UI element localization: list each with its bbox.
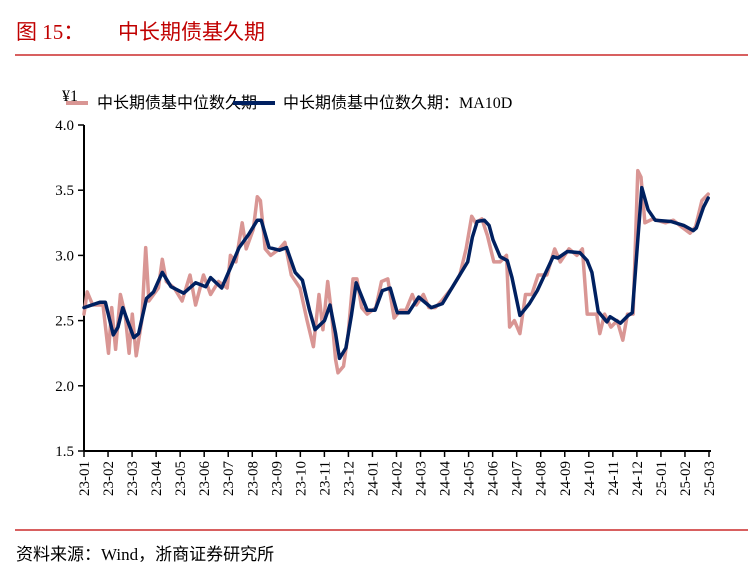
- y-tick-label: 2.5: [55, 314, 74, 330]
- x-tick-label: 24-01: [365, 461, 381, 496]
- x-tick-label: 25-01: [654, 461, 670, 496]
- x-tick-label: 24-09: [558, 461, 574, 496]
- x-tick-label: 24-07: [510, 461, 526, 496]
- x-tick-label: 24-10: [582, 461, 598, 496]
- axes: 4.0 3.5 3.0 2.5 2.0 1.523-01 23-02 23-03 23-04 23…: [55, 118, 718, 496]
- y-tick-label: 3.0: [55, 248, 74, 264]
- x-tick-label: 23-08: [245, 461, 261, 496]
- y-tick-label: 2.0: [55, 379, 74, 395]
- x-tick-label: 24-06: [486, 461, 502, 496]
- legend-label-ma: 中长期债基中位数久期：MA10D: [283, 94, 512, 112]
- source-note: 资料来源：Wind，浙商证券研究所: [16, 545, 274, 564]
- figure-label: 图 15：: [16, 20, 84, 44]
- x-tick-label: 23-09: [269, 461, 285, 496]
- x-tick-label: 23-06: [197, 461, 213, 496]
- figure-title: 中长期债基久期: [118, 20, 265, 44]
- x-tick-label: 24-05: [462, 461, 478, 496]
- x-tick-label: 23-11: [317, 461, 333, 495]
- y-tick-label: 1.5: [55, 444, 74, 460]
- x-tick-label: 23-04: [149, 461, 165, 496]
- x-tick-label: 23-10: [293, 461, 309, 496]
- x-tick-label: 25-02: [678, 461, 694, 496]
- x-tick-label: 24-12: [630, 461, 646, 496]
- x-tick-label: 23-12: [341, 461, 357, 496]
- x-tick-label: 23-03: [125, 461, 141, 496]
- y-tick-label: 4.0: [55, 118, 74, 134]
- x-tick-label: 23-02: [101, 461, 117, 496]
- x-tick-label: 25-03: [702, 461, 718, 496]
- x-tick-label: 23-01: [77, 461, 93, 496]
- x-tick-label: 23-07: [221, 461, 237, 496]
- unit-marker: ¥1: [62, 88, 78, 105]
- x-tick-label: 23-05: [173, 461, 189, 496]
- series-lines: [82, 168, 710, 375]
- x-tick-label: 24-02: [390, 461, 406, 496]
- x-tick-label: 24-11: [606, 461, 622, 495]
- x-tick-label: 24-03: [414, 461, 430, 496]
- legend-label-raw: 中长期债基中位数久期: [97, 94, 257, 112]
- x-tick-label: 24-04: [438, 461, 454, 496]
- raw-series-line: [82, 168, 710, 375]
- y-tick-label: 3.5: [55, 183, 74, 199]
- ma10d-series-line: [82, 185, 710, 361]
- x-tick-label: 24-08: [534, 461, 550, 496]
